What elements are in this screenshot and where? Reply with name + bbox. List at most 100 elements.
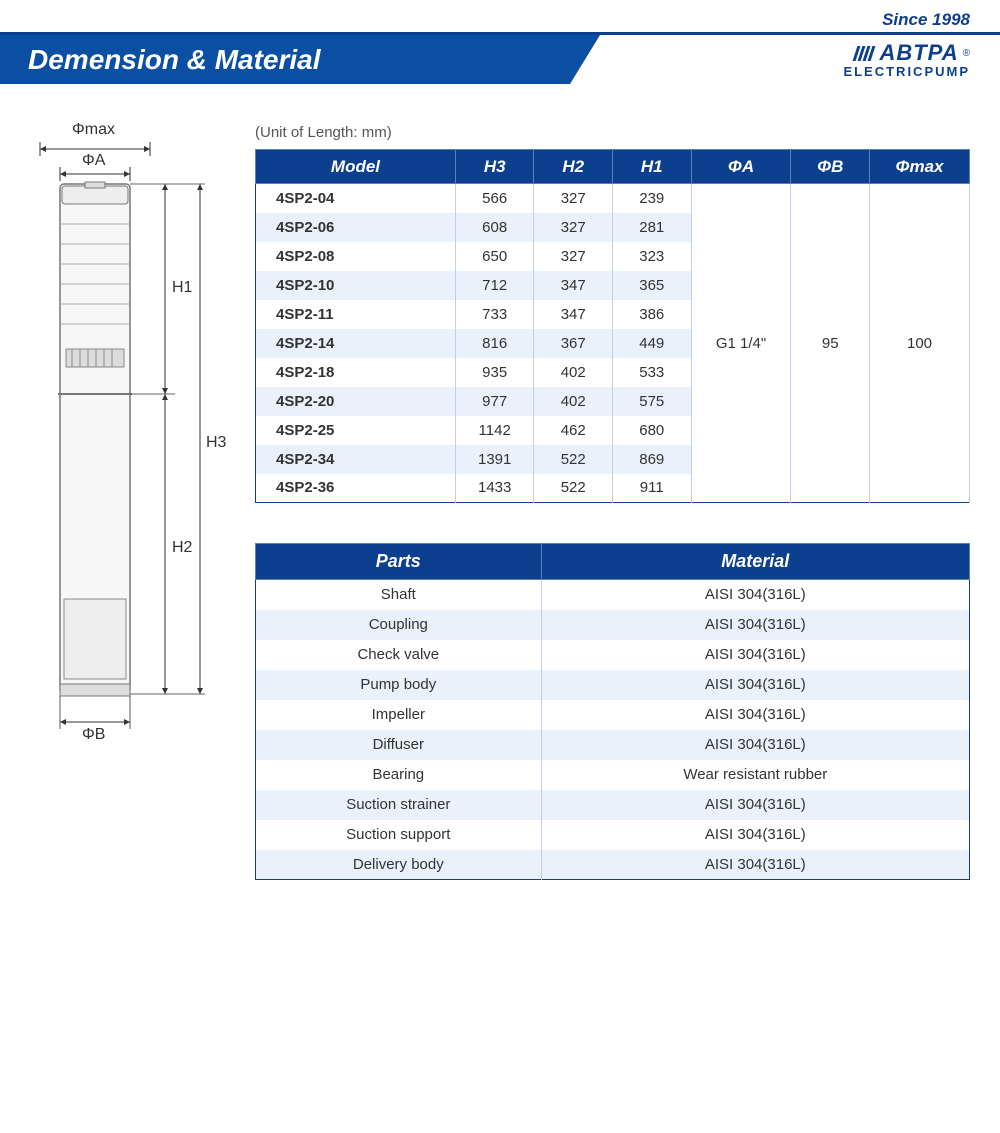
cell-material: AISI 304(316L)	[541, 700, 969, 730]
table-row: Suction strainerAISI 304(316L)	[256, 790, 970, 820]
cell-phimax: 100	[870, 184, 970, 503]
cell-h1: 575	[612, 387, 691, 416]
cell-h3: 977	[455, 387, 534, 416]
cell-model: 4SP2-08	[256, 242, 456, 271]
cell-material: AISI 304(316L)	[541, 730, 969, 760]
cell-h3: 712	[455, 271, 534, 300]
table-row: BearingWear resistant rubber	[256, 760, 970, 790]
cell-part: Bearing	[256, 760, 542, 790]
cell-h3: 566	[455, 184, 534, 213]
label-h3: H3	[206, 434, 226, 452]
cell-h1: 365	[612, 271, 691, 300]
table-row: Delivery bodyAISI 304(316L)	[256, 850, 970, 880]
label-phiB: ΦB	[82, 726, 105, 744]
table-row: ImpellerAISI 304(316L)	[256, 700, 970, 730]
cell-h2: 327	[534, 184, 613, 213]
cell-material: AISI 304(316L)	[541, 670, 969, 700]
cell-model: 4SP2-06	[256, 213, 456, 242]
cell-h1: 323	[612, 242, 691, 271]
cell-model: 4SP2-34	[256, 445, 456, 474]
cell-h3: 1142	[455, 416, 534, 445]
cell-h3: 816	[455, 329, 534, 358]
cell-material: AISI 304(316L)	[541, 640, 969, 670]
registered-icon: ®	[963, 48, 970, 59]
pump-diagram: Φmax ΦA H1 H3 H2 ΦB	[30, 124, 230, 744]
cell-model: 4SP2-36	[256, 474, 456, 503]
mat-th-parts: Parts	[256, 544, 542, 580]
cell-material: AISI 304(316L)	[541, 850, 969, 880]
cell-model: 4SP2-04	[256, 184, 456, 213]
label-phiA: ΦA	[82, 152, 105, 170]
cell-material: AISI 304(316L)	[541, 820, 969, 850]
cell-material: Wear resistant rubber	[541, 760, 969, 790]
cell-part: Pump body	[256, 670, 542, 700]
brand-name: ABTPA	[879, 40, 958, 66]
cell-phiA: G1 1/4"	[691, 184, 791, 503]
cell-h3: 1391	[455, 445, 534, 474]
cell-model: 4SP2-14	[256, 329, 456, 358]
cell-h2: 402	[534, 387, 613, 416]
cell-h1: 911	[612, 474, 691, 503]
cell-part: Shaft	[256, 580, 542, 610]
cell-h2: 327	[534, 213, 613, 242]
since-text: Since 1998	[882, 10, 970, 29]
cell-h2: 522	[534, 474, 613, 503]
cell-part: Impeller	[256, 700, 542, 730]
brand-block: ABTPA ® ELECTRICPUMP	[843, 40, 1000, 79]
cell-model: 4SP2-25	[256, 416, 456, 445]
tables-column: (Unit of Length: mm) Model H3 H2 H1 ΦA Φ…	[255, 124, 970, 880]
table-row: Check valveAISI 304(316L)	[256, 640, 970, 670]
dim-th-h2: H2	[534, 150, 613, 184]
table-row: Pump bodyAISI 304(316L)	[256, 670, 970, 700]
label-h2: H2	[172, 539, 192, 557]
cell-h1: 680	[612, 416, 691, 445]
dim-th-phiB: ΦB	[791, 150, 870, 184]
unit-note: (Unit of Length: mm)	[255, 124, 970, 141]
cell-material: AISI 304(316L)	[541, 610, 969, 640]
table-row: CouplingAISI 304(316L)	[256, 610, 970, 640]
cell-material: AISI 304(316L)	[541, 790, 969, 820]
cell-material: AISI 304(316L)	[541, 580, 969, 610]
cell-h2: 402	[534, 358, 613, 387]
cell-model: 4SP2-20	[256, 387, 456, 416]
topbar: Since 1998	[0, 0, 1000, 32]
cell-model: 4SP2-10	[256, 271, 456, 300]
cell-h2: 367	[534, 329, 613, 358]
cell-h1: 533	[612, 358, 691, 387]
cell-part: Suction support	[256, 820, 542, 850]
cell-h2: 327	[534, 242, 613, 271]
dim-th-h3: H3	[455, 150, 534, 184]
banner-left: Demension & Material	[0, 35, 600, 84]
cell-h2: 347	[534, 300, 613, 329]
cell-h2: 462	[534, 416, 613, 445]
table-row: DiffuserAISI 304(316L)	[256, 730, 970, 760]
content: Φmax ΦA H1 H3 H2 ΦB (Unit of Length: mm)…	[0, 84, 1000, 910]
material-table: Parts Material ShaftAISI 304(316L)Coupli…	[255, 543, 970, 880]
cell-part: Check valve	[256, 640, 542, 670]
brand-subtitle: ELECTRICPUMP	[843, 64, 970, 79]
diagram-column: Φmax ΦA H1 H3 H2 ΦB	[30, 124, 230, 880]
cell-part: Diffuser	[256, 730, 542, 760]
cell-h2: 347	[534, 271, 613, 300]
cell-model: 4SP2-11	[256, 300, 456, 329]
cell-h3: 608	[455, 213, 534, 242]
banner: Demension & Material ABTPA ® ELECTRICPUM…	[0, 32, 1000, 84]
table-row: Suction supportAISI 304(316L)	[256, 820, 970, 850]
cell-part: Delivery body	[256, 850, 542, 880]
cell-h3: 733	[455, 300, 534, 329]
cell-h1: 869	[612, 445, 691, 474]
table-row: 4SP2-04566327239G1 1/4"95100	[256, 184, 970, 213]
cell-phiB: 95	[791, 184, 870, 503]
cell-part: Coupling	[256, 610, 542, 640]
dim-th-phimax: Φmax	[870, 150, 970, 184]
label-phimax: Φmax	[72, 121, 115, 139]
label-h1: H1	[172, 279, 192, 297]
cell-part: Suction strainer	[256, 790, 542, 820]
cell-h2: 522	[534, 445, 613, 474]
cell-h3: 650	[455, 242, 534, 271]
dim-th-h1: H1	[612, 150, 691, 184]
mat-th-material: Material	[541, 544, 969, 580]
cell-h1: 281	[612, 213, 691, 242]
cell-h1: 386	[612, 300, 691, 329]
cell-h3: 935	[455, 358, 534, 387]
